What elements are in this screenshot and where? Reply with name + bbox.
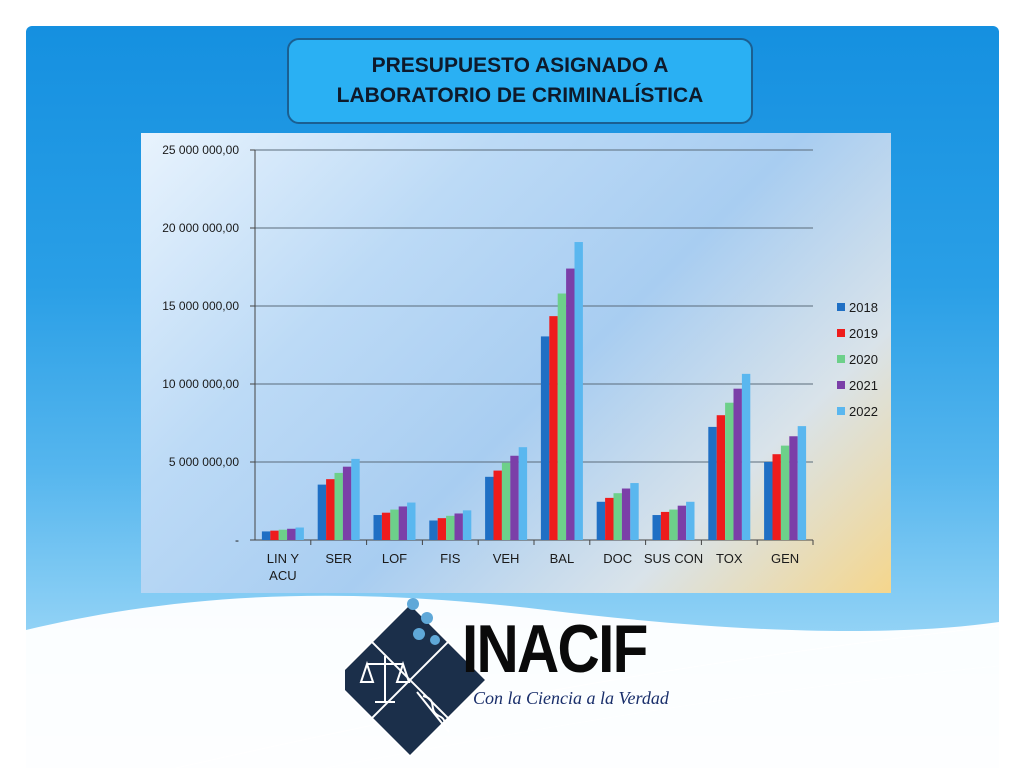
bar: [278, 529, 288, 540]
bar: [686, 501, 695, 540]
bar: [398, 506, 408, 540]
inacif-logo: INACIF Con la Ciencia a la Verdad: [345, 592, 675, 762]
legend-label: 2019: [849, 326, 878, 341]
bar: [605, 497, 614, 540]
bar: [407, 502, 416, 540]
y-tick-label: 10 000 000,00: [162, 377, 239, 391]
legend-swatch: [837, 303, 845, 311]
x-tick-label: VEH: [493, 551, 520, 566]
background-waves: [26, 595, 999, 768]
bar: [708, 426, 717, 540]
y-tick-label: 25 000 000,00: [162, 143, 239, 157]
x-tick-label: FIS: [440, 551, 461, 566]
bar: [780, 445, 790, 540]
x-tick-label: TOX: [716, 551, 743, 566]
chart-area: - 5 000 000,00 10 000 000,00 15 000 000,00 2…: [141, 133, 891, 593]
bar: [557, 293, 567, 540]
x-tick-label: LIN Y: [267, 551, 300, 566]
x-tick-label: SUS CON: [644, 551, 703, 566]
bar: [334, 472, 343, 540]
x-tick-label: DOC: [603, 551, 632, 566]
logo-slogan: Con la Ciencia a la Verdad: [473, 688, 669, 708]
bar: [351, 458, 360, 540]
y-tick-label: -: [235, 533, 239, 547]
legend-label: 2020: [849, 352, 878, 367]
bar: [677, 505, 687, 540]
bar: [669, 509, 678, 540]
bar: [326, 479, 335, 540]
y-tick-label: 5 000 000,00: [169, 455, 239, 469]
bar: [621, 488, 631, 540]
bar: [540, 336, 550, 540]
logo-emblem: [345, 598, 488, 758]
bar: [566, 268, 575, 540]
bar: [381, 512, 391, 540]
bar: [652, 515, 661, 540]
bar: [741, 373, 751, 540]
legend-swatch: [837, 381, 845, 389]
bar: [287, 528, 296, 540]
legend-swatch: [837, 407, 845, 415]
bar: [725, 402, 734, 540]
bar: [596, 501, 606, 540]
bar: [462, 510, 472, 540]
bar: [660, 511, 670, 540]
legend-label: 2021: [849, 378, 878, 393]
bar: [733, 388, 742, 540]
bar: [789, 436, 798, 540]
caduceus-icon: [416, 691, 450, 733]
slide-title-line-1: PRESUPUESTO ASIGNADO A: [371, 54, 669, 77]
bar: [342, 466, 352, 540]
x-tick-label: SER: [325, 551, 352, 566]
bar: [772, 454, 781, 540]
bar: [295, 527, 304, 540]
bar: [501, 462, 511, 540]
bar: [493, 470, 502, 540]
bar: [261, 531, 271, 540]
bar: [574, 242, 583, 540]
bar: [429, 520, 438, 540]
bar: [764, 462, 773, 540]
bar: [446, 515, 455, 540]
legend-swatch: [837, 355, 845, 363]
legend-label: 2018: [849, 300, 878, 315]
bar: [630, 483, 639, 540]
bar: [485, 476, 494, 540]
slide-title-line-2: LABORATORIO DE CRIMINALÍSTICA: [336, 84, 704, 107]
bar-chart: - 5 000 000,00 10 000 000,00 15 000 000,00 2…: [162, 143, 878, 583]
x-tick-label: BAL: [550, 551, 575, 566]
legend-swatch: [837, 329, 845, 337]
legend-label: 2022: [849, 404, 878, 419]
molecule-icon: [407, 598, 440, 645]
scales-of-justice-icon: [359, 656, 411, 703]
bar: [549, 316, 558, 540]
logo-brand-name: INACIF: [462, 611, 648, 687]
bar: [373, 515, 382, 540]
x-tick-label: GEN: [771, 551, 799, 566]
bar: [510, 455, 519, 540]
x-tick-label: LOF: [382, 551, 407, 566]
bar: [716, 415, 726, 540]
bar: [437, 518, 447, 540]
x-tick-label: ACU: [269, 568, 296, 583]
bar: [390, 509, 399, 540]
bar: [270, 530, 279, 540]
y-tick-label: 20 000 000,00: [162, 221, 239, 235]
slide-title-box: PRESUPUESTO ASIGNADO A LABORATORIO DE CR…: [287, 38, 753, 124]
bar: [317, 484, 327, 540]
bar: [454, 513, 463, 540]
y-tick-label: 15 000 000,00: [162, 299, 239, 313]
bar: [797, 426, 807, 540]
bar: [518, 447, 528, 540]
bar: [613, 493, 622, 540]
